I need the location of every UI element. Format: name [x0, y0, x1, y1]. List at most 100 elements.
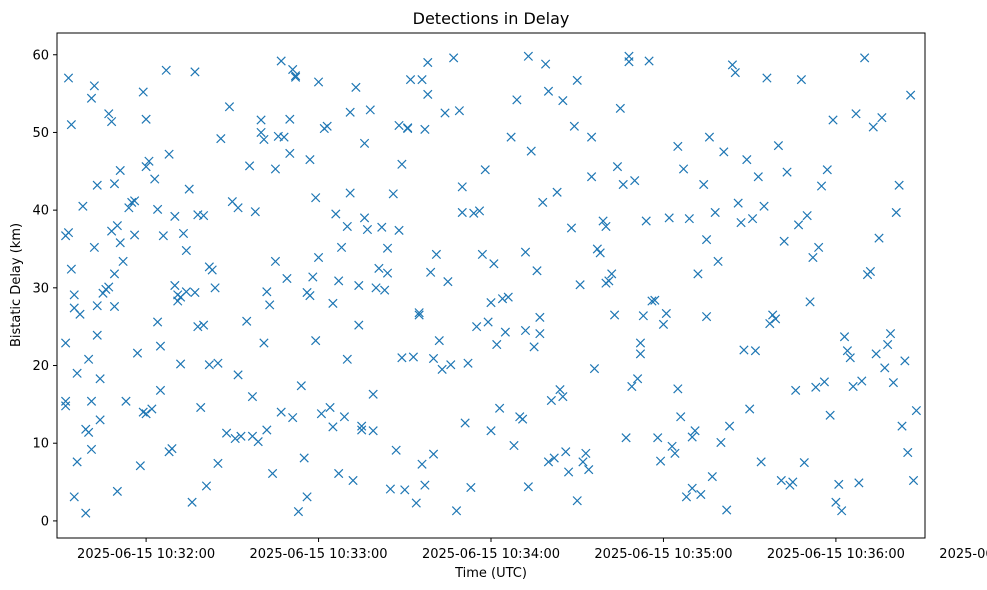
- data-point: [382, 243, 393, 253]
- data-point: [463, 358, 473, 368]
- data-point: [555, 384, 565, 395]
- data-point: [503, 292, 513, 302]
- data-point: [437, 364, 447, 375]
- data-point: [563, 467, 574, 477]
- data-point: [793, 220, 804, 230]
- data-point: [270, 256, 281, 267]
- data-point: [526, 146, 536, 156]
- data-point: [607, 269, 617, 279]
- data-point: [161, 65, 171, 75]
- data-point: [184, 184, 194, 194]
- data-point: [443, 276, 453, 287]
- data-point: [60, 396, 71, 406]
- data-point: [382, 268, 393, 278]
- data-point: [618, 179, 628, 190]
- data-point: [181, 287, 191, 297]
- data-point: [362, 224, 373, 235]
- data-point: [440, 108, 450, 118]
- data-point: [678, 164, 689, 174]
- data-point: [595, 248, 605, 258]
- data-point: [276, 407, 286, 417]
- data-point: [543, 457, 554, 467]
- data-point: [282, 273, 292, 284]
- data-point: [598, 216, 608, 226]
- data-point: [414, 310, 424, 320]
- data-point: [486, 426, 496, 436]
- data-point: [538, 197, 548, 207]
- data-point: [60, 338, 71, 348]
- data-point: [523, 482, 533, 492]
- data-point: [638, 311, 648, 321]
- data-point: [311, 336, 321, 346]
- data-point: [417, 74, 427, 85]
- data-point: [138, 407, 148, 417]
- data-point: [377, 222, 387, 232]
- data-point: [66, 264, 76, 274]
- data-point: [397, 353, 407, 363]
- data-point: [104, 282, 114, 292]
- data-point: [394, 120, 404, 131]
- data-point: [115, 165, 125, 176]
- data-point: [647, 296, 657, 306]
- data-point: [230, 433, 240, 444]
- data-point: [788, 477, 798, 487]
- data-point: [296, 381, 306, 391]
- data-point: [486, 297, 496, 308]
- data-point: [753, 172, 763, 182]
- data-point: [302, 492, 312, 502]
- data-point: [569, 121, 579, 131]
- data-point: [911, 405, 922, 416]
- data-point: [253, 437, 263, 447]
- data-point: [664, 213, 674, 223]
- data-point: [141, 114, 151, 124]
- data-point: [506, 132, 516, 142]
- data-point: [109, 301, 120, 312]
- data-point: [316, 409, 327, 419]
- y-tick-label: 30: [32, 281, 49, 296]
- data-point: [822, 165, 832, 175]
- data-point: [641, 216, 651, 226]
- data-point: [305, 155, 315, 165]
- data-point: [431, 249, 442, 260]
- data-point: [851, 109, 861, 119]
- data-point: [532, 266, 542, 276]
- data-point: [190, 287, 200, 298]
- data-point: [259, 338, 269, 348]
- data-point: [500, 327, 510, 337]
- data-point: [285, 114, 295, 124]
- data-point: [121, 396, 131, 406]
- data-point: [313, 252, 324, 263]
- data-point: [601, 221, 611, 232]
- data-point: [224, 102, 235, 112]
- x-tick-label: 2025-06-15 10:33:00: [250, 547, 388, 562]
- data-point: [684, 214, 694, 224]
- data-point: [704, 132, 715, 142]
- data-point: [604, 276, 614, 286]
- data-point: [517, 414, 528, 424]
- data-point: [170, 280, 180, 291]
- data-point: [848, 381, 858, 392]
- data-point: [589, 364, 600, 374]
- data-point: [164, 149, 174, 159]
- data-point: [276, 56, 286, 66]
- data-point: [693, 269, 703, 279]
- data-point: [408, 352, 419, 362]
- data-point: [635, 338, 646, 348]
- data-point: [868, 122, 878, 132]
- data-point: [834, 479, 844, 490]
- data-point: [95, 415, 105, 425]
- data-point: [190, 67, 200, 77]
- data-point: [124, 203, 134, 213]
- data-point: [765, 318, 775, 329]
- y-tick-label: 20: [32, 359, 49, 374]
- data-point: [144, 156, 154, 166]
- data-point: [342, 221, 352, 232]
- data-point: [351, 82, 361, 93]
- data-point: [842, 346, 853, 356]
- data-point: [520, 325, 531, 336]
- data-point: [244, 161, 255, 171]
- data-point: [216, 134, 226, 144]
- data-point: [411, 498, 421, 508]
- data-point: [727, 60, 738, 70]
- data-point: [288, 412, 298, 423]
